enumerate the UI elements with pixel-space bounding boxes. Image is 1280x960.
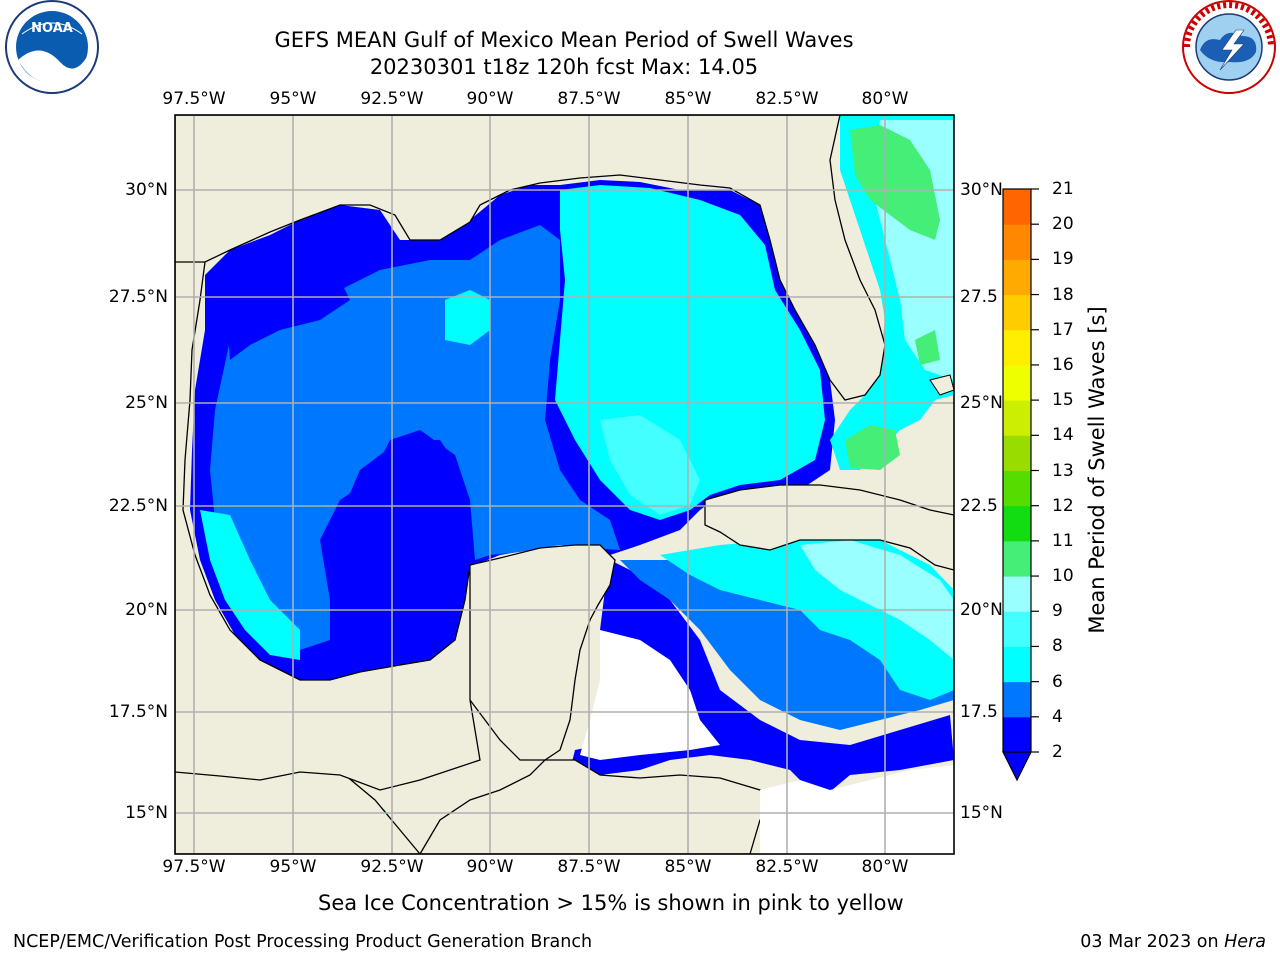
map-panel (175, 115, 954, 854)
lat-tick-right: 25°N (960, 393, 1003, 413)
no-data-region-caribbean (580, 630, 720, 760)
lat-tick-left: 20°N (125, 600, 168, 620)
mexico-land (175, 259, 481, 791)
colorbar-tick-label: 20 (1052, 214, 1074, 235)
gulf-water-medium (210, 225, 620, 650)
lon-tick-top: 82.5°W (755, 89, 819, 109)
colorbar-swatch (1003, 224, 1031, 260)
lon-tick-bottom: 80°W (861, 857, 909, 877)
lon-tick-top: 92.5°W (360, 89, 424, 109)
gulf-water-dark-core (330, 440, 460, 650)
national-weather-service-logo-icon (1182, 0, 1276, 94)
lat-tick-right: 17.5 (960, 702, 998, 722)
colorbar-swatch (1003, 646, 1031, 683)
map-frame (174, 114, 955, 855)
colorbar-extend-arrow (1002, 751, 1032, 782)
colorbar-swatch (1003, 540, 1031, 577)
us-gulf-coast-land (175, 115, 886, 401)
colorbar-swatch (1003, 681, 1031, 718)
colorbar-tick-label: 19 (1052, 249, 1074, 270)
colorbar-tick-label: 18 (1052, 284, 1074, 305)
colorbar-tick-label: 21 (1052, 179, 1074, 199)
colorbar-swatch (1003, 329, 1031, 366)
colorbar-swatch (1003, 400, 1031, 436)
colorbar-swatch (1003, 435, 1031, 471)
colorbar-tick-label: 12 (1052, 495, 1074, 516)
colorbar-tick-label: 14 (1052, 425, 1074, 446)
lat-tick-left: 30°N (125, 180, 168, 200)
lat-tick-right: 30°N (960, 180, 1003, 200)
colorbar-swatch (1003, 189, 1031, 225)
colorbar-swatch (1003, 294, 1031, 331)
colorbar-tick-label: 16 (1052, 354, 1074, 375)
bahamas-land (929, 374, 954, 396)
footer-host: Hera (1224, 932, 1266, 952)
colorbar-tick-label: 9 (1052, 601, 1063, 622)
colorbar-tick-label: 8 (1052, 636, 1063, 657)
lat-tick-left: 17.5°N (108, 702, 168, 722)
lon-tick-bottom: 85°W (664, 857, 712, 877)
noaa-logo-icon: NOAA (5, 0, 99, 94)
lat-tick-left: 27.5°N (108, 287, 168, 307)
atlantic-water-green-south (845, 425, 900, 470)
lon-tick-top: 95°W (269, 89, 317, 109)
colorbar-swatch (1003, 470, 1031, 507)
lon-tick-top: 97.5°W (162, 89, 226, 109)
lon-tick-bottom: 92.5°W (360, 857, 424, 877)
lat-tick-right: 22.5 (960, 496, 998, 516)
graticule (175, 115, 954, 854)
lon-tick-bottom: 82.5°W (755, 857, 819, 877)
lat-tick-left: 25°N (125, 393, 168, 413)
colorbar-swatch (1003, 611, 1031, 647)
colorbar-tick-label: 10 (1052, 566, 1074, 587)
gulf-water-cyan-blob (445, 290, 490, 345)
colorbar-swatches (1003, 189, 1031, 753)
colorbar-tick-label: 11 (1052, 530, 1074, 551)
colorbar-swatch (1003, 505, 1031, 542)
lon-tick-bottom: 97.5°W (162, 857, 226, 877)
colorbar-label: Mean Period of Swell Waves [s] (1085, 306, 1109, 634)
lon-tick-top: 87.5°W (557, 89, 621, 109)
lat-tick-left: 22.5°N (108, 496, 168, 516)
colorbar-swatch (1003, 576, 1031, 612)
lon-tick-top: 90°W (466, 89, 514, 109)
noaa-logo-text: NOAA (31, 21, 73, 36)
footer-organization: NCEP/EMC/Verification Post Processing Pr… (13, 932, 593, 952)
lon-tick-bottom: 95°W (269, 857, 317, 877)
colorbar-tick-label: 2 (1052, 742, 1063, 762)
central-america-land (175, 759, 792, 854)
lat-tick-left: 15°N (125, 803, 168, 823)
no-data-region-south (760, 765, 954, 854)
lon-tick-bottom: 90°W (466, 857, 514, 877)
gulf-water-lightcyan (600, 415, 700, 515)
lat-tick-right: 27.5 (960, 287, 998, 307)
chart-title: GEFS MEAN Gulf of Mexico Mean Period of … (274, 28, 854, 52)
colorbar-tick-label: 15 (1052, 390, 1074, 411)
colorbar-tick-label: 17 (1052, 319, 1074, 340)
lat-tick-right: 20°N (960, 600, 1003, 620)
gulf-water-cyan-southwest (200, 510, 300, 660)
lon-tick-bottom: 87.5°W (557, 857, 621, 877)
sea-ice-note: Sea Ice Concentration > 15% is shown in … (318, 891, 904, 915)
colorbar (1002, 188, 1039, 782)
chart-subtitle: 20230301 t18z 120h fcst Max: 14.05 (369, 55, 759, 79)
colorbar-tick-label: 13 (1052, 460, 1074, 481)
colorbar-tick-label: 6 (1052, 671, 1063, 692)
atlantic-water-green-mid (915, 330, 940, 365)
atlantic-water-green (850, 125, 940, 240)
colorbar-swatch (1003, 259, 1031, 296)
lat-tick-right: 15°N (960, 803, 1003, 823)
colorbar-swatch (1003, 716, 1031, 753)
footer-date: 03 Mar 2023 on Hera (1080, 932, 1266, 952)
lon-tick-top: 85°W (664, 89, 712, 109)
lon-tick-top: 80°W (861, 89, 909, 109)
colorbar-tick-label: 4 (1052, 706, 1063, 727)
footer-date-text: 03 Mar 2023 on (1080, 932, 1225, 952)
colorbar-swatch (1003, 364, 1031, 401)
caribbean-water-lightcyan (800, 540, 954, 660)
